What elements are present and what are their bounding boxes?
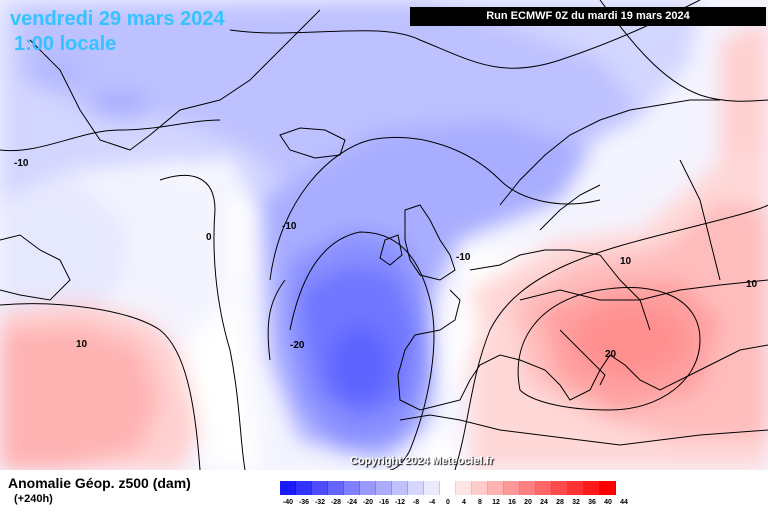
run-label: Run ECMWF 0Z du mardi 19 mars 2024 — [410, 7, 766, 26]
isoline-label: -10 — [14, 158, 29, 169]
colorbar-tick-label: 12 — [492, 499, 500, 506]
colorbar-tick-label: 16 — [508, 499, 516, 506]
colorbar-swatch — [456, 481, 472, 495]
isoline-label: 20 — [605, 349, 617, 360]
colorbar-tick-label: 36 — [588, 499, 596, 506]
colorbar-tick-label: -32 — [314, 499, 326, 506]
colorbar-tick-label: -12 — [394, 499, 406, 506]
colorbar-swatch — [392, 481, 408, 495]
colorbar-swatch — [312, 481, 328, 495]
isoline-label: 10 — [620, 256, 632, 267]
colorbar-labels: -40 -36 -32 -28 -24 -20 -16 -12 -8 -4 0 4 8 12 16 20 24 2… — [280, 499, 628, 511]
colorbar-swatch — [280, 481, 296, 495]
colorbar-tick-label: -8 — [412, 499, 420, 506]
colorbar-swatch — [328, 481, 344, 495]
colorbar-tick-label: -40 — [282, 499, 294, 506]
colorbar-swatch — [360, 481, 376, 495]
colorbar-tick-label: -28 — [330, 499, 342, 506]
colorbar-tick-label: 20 — [524, 499, 532, 506]
coastlines — [0, 9, 768, 446]
colorbar-swatch — [568, 481, 584, 495]
colorbar-swatch — [344, 481, 360, 495]
colorbar-swatch — [440, 481, 456, 495]
colorbar-tick-label: -16 — [378, 499, 390, 506]
colorbar-swatch — [584, 481, 600, 495]
map-panel: vendredi 29 mars 2024 1:00 locale Run EC… — [0, 0, 768, 470]
colorbar-swatch — [408, 481, 424, 495]
colorbar-tick-label: 24 — [540, 499, 548, 506]
isoline-label: 0 — [206, 232, 212, 243]
colorbar-tick-label: -4 — [428, 499, 436, 506]
colorbar-tick-label: 4 — [462, 499, 466, 506]
map-title: Anomalie Géop. z500 (dam) — [8, 475, 191, 491]
colorbar-tick-label: 40 — [604, 499, 612, 506]
colorbar-swatch — [296, 481, 312, 495]
map-subtitle: (+240h) — [14, 493, 53, 505]
contour-lines — [0, 0, 768, 470]
isoline-label: 10 — [746, 279, 758, 290]
isoline-label: 10 — [76, 339, 88, 350]
copyright: Copyright 2024 Meteociel.fr — [350, 455, 494, 467]
colorbar-tick-label: -20 — [362, 499, 374, 506]
isoline-label: -10 — [456, 252, 471, 263]
colorbar-swatch — [472, 481, 488, 495]
colorbar-tick-label: -24 — [346, 499, 358, 506]
colorbar-swatch — [504, 481, 520, 495]
colorbar-tick-label: -36 — [298, 499, 310, 506]
isoline-label: -20 — [290, 340, 305, 351]
colorbar — [280, 481, 616, 495]
colorbar-tick-label: 32 — [572, 499, 580, 506]
anomaly-field — [0, 0, 768, 470]
colorbar-tick-label: 0 — [446, 499, 450, 506]
forecast-date: vendredi 29 mars 2024 — [10, 8, 225, 30]
colorbar-swatch — [488, 481, 504, 495]
isoline-label: -10 — [282, 221, 297, 232]
forecast-time: 1:00 locale — [14, 33, 117, 55]
colorbar-tick-label: 44 — [620, 499, 628, 506]
colorbar-tick-label: 28 — [556, 499, 564, 506]
colorbar-swatch — [520, 481, 536, 495]
colorbar-tick-label: 8 — [478, 499, 482, 506]
colorbar-swatch — [424, 481, 440, 495]
colorbar-swatch — [552, 481, 568, 495]
anomaly-map — [0, 0, 768, 470]
colorbar-swatch — [536, 481, 552, 495]
colorbar-swatch — [600, 481, 616, 495]
colorbar-swatch — [376, 481, 392, 495]
